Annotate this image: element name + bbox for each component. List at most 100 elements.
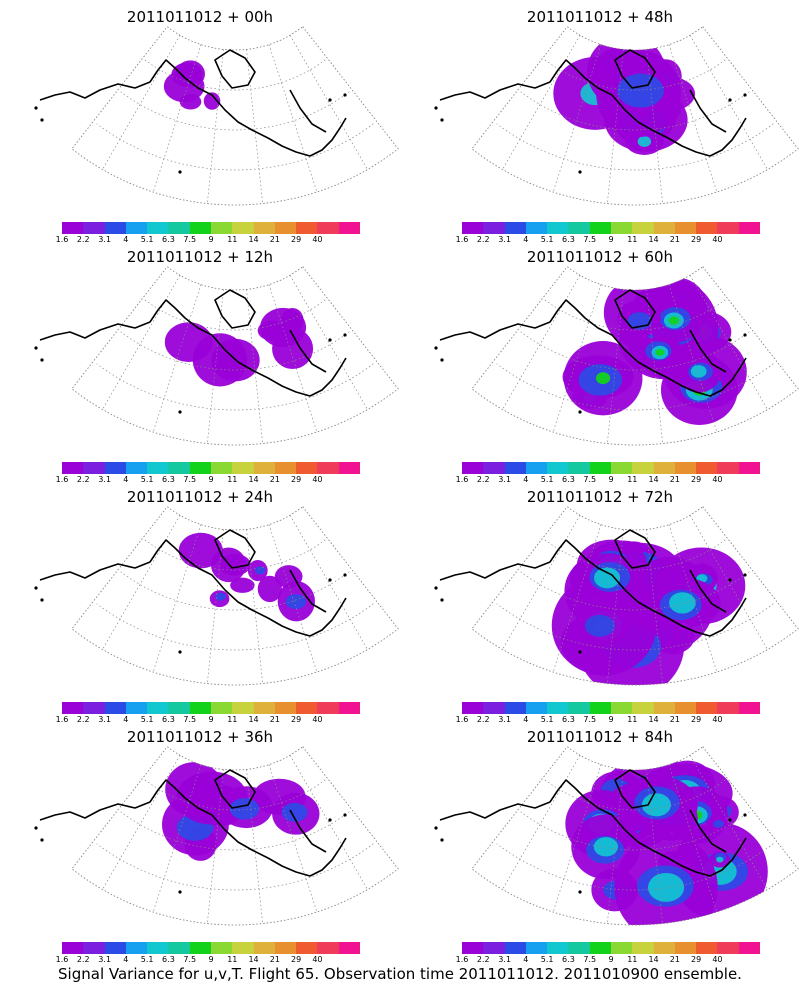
colorbar-swatch: [696, 942, 718, 954]
colorbar-swatch: [717, 942, 739, 954]
polar-map: [34, 26, 399, 206]
coastline: [439, 289, 747, 397]
colorbar-swatch: [462, 222, 484, 234]
colorbar-swatch: [589, 462, 611, 474]
variance-field: [163, 60, 221, 110]
colorbar-swatch: [525, 462, 548, 474]
colorbar-swatch: [147, 942, 169, 954]
colorbar-swatch: [674, 942, 697, 954]
colorbar-swatch: [232, 462, 254, 474]
colorbar-swatch: [274, 222, 297, 234]
colorbar-swatch: [83, 222, 105, 234]
colorbar-labels: 1.6 2.2 3.1 4 5.1 6.3 7.5 9 11 14 21 29 40: [56, 235, 360, 245]
colorbar-swatch: [62, 222, 84, 234]
colorbar-label: 11: [627, 955, 638, 964]
coastline: [39, 289, 347, 397]
colorbar-swatch: [338, 942, 360, 954]
colorbar-label: 6.3: [562, 235, 575, 244]
colorbar-label: 14: [248, 475, 259, 484]
variance-field: [551, 539, 746, 686]
colorbar-label: 9: [208, 475, 214, 484]
graticule: [96, 755, 374, 924]
colorbar: [62, 222, 360, 234]
polar-map: [34, 266, 399, 446]
colorbar: [462, 942, 760, 954]
colorbar-label: 9: [608, 955, 614, 964]
polar-map: [434, 266, 799, 446]
colorbar-label: 21: [669, 955, 680, 964]
graticule: [496, 755, 774, 924]
colorbar-label: 7.5: [183, 715, 197, 724]
colorbar-swatch: [653, 462, 675, 474]
variance-field: [562, 276, 747, 425]
colorbar-label: 3.1: [98, 235, 111, 244]
colorbar-label: 5.1: [140, 955, 154, 964]
polar-map: [34, 746, 399, 926]
colorbar-label: 5.1: [140, 715, 154, 724]
colorbar: [62, 462, 360, 474]
colorbar-swatch: [317, 222, 339, 234]
coastline: [439, 769, 747, 877]
colorbar-label: 9: [208, 955, 214, 964]
colorbar-labels: 1.6 2.2 3.1 4 5.1 6.3 7.5 9 11 14 21 29 40: [456, 715, 760, 725]
variance-field: [553, 34, 696, 155]
polar-map: [434, 746, 799, 926]
colorbar-label: 7.5: [583, 715, 597, 724]
colorbar-swatch: [232, 222, 254, 234]
graticule: [96, 515, 374, 684]
colorbar-label: 40: [712, 235, 723, 244]
graticule: [496, 515, 774, 684]
coastline: [39, 49, 347, 157]
colorbar-label: 7.5: [183, 235, 197, 244]
colorbar-swatch: [83, 702, 105, 714]
forecast-panel: 2011011012 + 12h 1.6 2.2 3.1 4 5.1 6.3 7.5 9 11 14…: [0, 240, 400, 484]
colorbar-label: 14: [648, 955, 659, 964]
colorbar-swatch: [589, 702, 611, 714]
colorbar-label: 6.3: [162, 475, 175, 484]
colorbar-swatch: [274, 462, 297, 474]
colorbar-label: 1.6: [55, 475, 69, 484]
colorbar-swatch: [696, 462, 718, 474]
colorbar-swatch: [62, 702, 84, 714]
colorbar-label: 5.1: [140, 235, 154, 244]
colorbar-swatch: [504, 462, 526, 474]
colorbar-swatch: [83, 462, 105, 474]
colorbar-swatch: [104, 222, 126, 234]
panel-title: 2011011012 + 36h: [126, 728, 274, 746]
forecast-panel: 2011011012 + 36h 1.6 2.2 3.1 4 5.1 6.3 7.5 9 11 14…: [0, 720, 400, 964]
colorbar-label: 2.2: [76, 235, 90, 244]
colorbar-label: 40: [312, 475, 323, 484]
panel-title: 2011011012 + 12h: [126, 248, 274, 266]
colorbar-label: 11: [227, 235, 238, 244]
colorbar-label: 3.1: [498, 235, 511, 244]
colorbar-label: 1.6: [55, 715, 69, 724]
variance-field: [565, 757, 768, 926]
colorbar-label: 40: [712, 475, 723, 484]
colorbar-swatch: [147, 702, 169, 714]
colorbar-swatch: [504, 702, 526, 714]
colorbar-label: 14: [648, 715, 659, 724]
colorbar-swatch: [653, 702, 675, 714]
colorbar-label: 11: [227, 955, 238, 964]
colorbar-label: 7.5: [583, 475, 597, 484]
colorbar-label: 11: [627, 715, 638, 724]
colorbar-label: 21: [669, 475, 680, 484]
colorbar-swatch: [547, 222, 569, 234]
colorbar-swatch: [738, 942, 760, 954]
panel-title: 2011011012 + 24h: [126, 488, 274, 506]
colorbar-swatch: [504, 222, 526, 234]
colorbar-label: 6.3: [562, 715, 575, 724]
colorbar-label: 40: [712, 955, 723, 964]
colorbar-label: 4: [123, 235, 129, 244]
colorbar-swatch: [253, 702, 275, 714]
colorbar-swatch: [125, 462, 148, 474]
colorbar-swatch: [504, 942, 526, 954]
colorbar-label: 9: [208, 715, 214, 724]
colorbar-swatch: [296, 702, 318, 714]
colorbar-label: 1.6: [455, 955, 469, 964]
graticule: [96, 35, 374, 204]
colorbar-swatch: [610, 462, 633, 474]
colorbar-label: 14: [648, 235, 659, 244]
colorbar-swatch: [462, 942, 484, 954]
colorbar-swatch: [189, 942, 211, 954]
